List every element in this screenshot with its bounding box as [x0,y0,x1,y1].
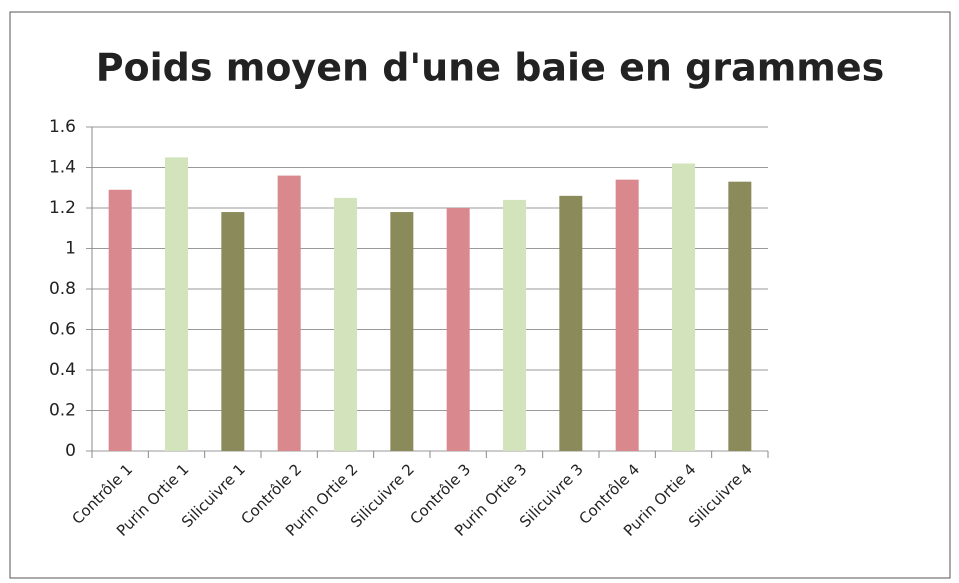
bar [334,197,357,451]
bar [503,199,526,451]
y-tick-label: 1 [65,239,76,259]
y-tick-label: 0.4 [49,360,76,380]
bar [108,189,132,451]
y-tick-label: 1.2 [49,198,76,218]
bar [277,175,301,451]
bar [446,208,470,451]
chart-title: Poids moyen d'une baie en grammes [96,46,885,90]
bar [165,157,188,451]
y-tick-label: 0.6 [49,320,76,340]
bar [615,179,639,451]
y-tick-label: 0.8 [49,279,76,299]
bar [559,195,583,451]
y-tick-label: 0 [65,441,76,461]
y-tick-label: 1.4 [49,158,76,178]
bar [728,181,752,452]
bar [221,212,245,451]
y-tick-label: 0.2 [49,401,76,421]
bar [672,163,695,451]
y-tick-label: 1.6 [49,117,76,137]
bar [390,212,414,451]
